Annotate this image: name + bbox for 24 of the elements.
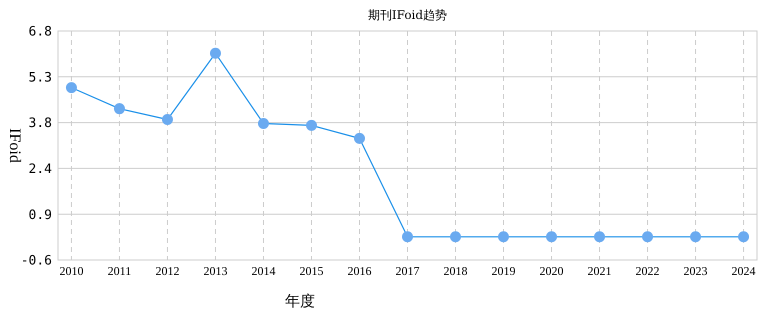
x-tick-label: 2017 <box>396 264 420 278</box>
x-tick-label: 2021 <box>588 264 612 278</box>
x-tick-label: 2022 <box>636 264 660 278</box>
chart-title: 期刊IFoid趋势 <box>368 8 448 22</box>
x-tick-label: 2019 <box>492 264 516 278</box>
x-tick-label: 2016 <box>347 264 372 278</box>
x-axis-title: 年度 <box>285 292 315 310</box>
x-tick-label: 2013 <box>203 264 228 278</box>
y-tick-label: 3.8 <box>28 116 52 132</box>
x-tick-label: 2018 <box>444 264 468 278</box>
x-tick-label: 2023 <box>684 264 708 278</box>
x-tick-label: 2010 <box>59 264 84 278</box>
y-axis-title: IFoid <box>6 128 23 163</box>
y-tick-label: 2.4 <box>28 162 52 177</box>
x-tick-label: 2014 <box>251 264 276 278</box>
y-tick-label: 0.9 <box>28 208 52 223</box>
x-tick-label: 2011 <box>108 264 132 278</box>
x-tick-label: 2015 <box>299 264 324 278</box>
y-tick-label: 5.3 <box>28 70 52 86</box>
y-tick-label: 6.8 <box>28 24 52 40</box>
x-tick-label: 2020 <box>540 264 564 278</box>
x-tick-label: 2012 <box>155 264 180 278</box>
x-tick-label: 2024 <box>732 264 756 278</box>
y-tick-label: -0.6 <box>20 254 52 269</box>
